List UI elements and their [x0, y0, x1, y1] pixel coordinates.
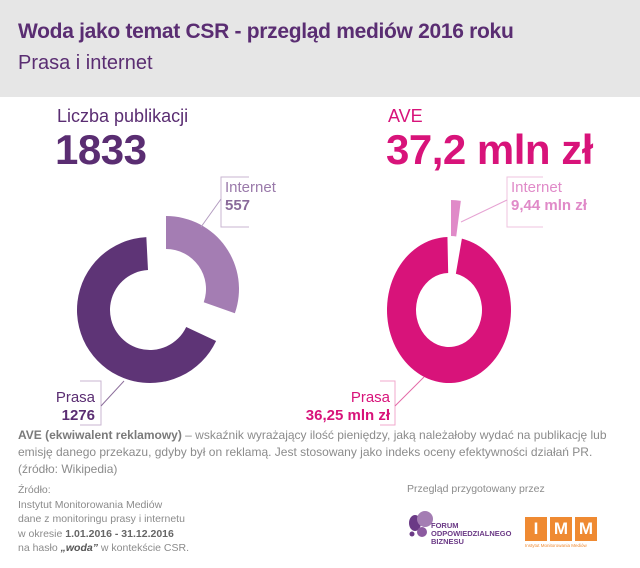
- ave-definition-text: – wskaźnik wyrażający ilość pieniędzy, j…: [18, 428, 607, 476]
- left-prasa-label: Prasa: [55, 389, 95, 406]
- fob-logo-mark: [409, 511, 433, 537]
- publications-total: 1833: [55, 126, 147, 173]
- ave-definition: AVE (ekwiwalent reklamowy) – wskaźnik wy…: [18, 427, 628, 478]
- left-prasa-bracket: [80, 380, 102, 426]
- right-internet-bracket: [506, 176, 543, 228]
- keyword: „woda”: [60, 542, 98, 554]
- donut-slice-internet: [166, 216, 239, 314]
- source-keyword: na hasło „woda” w kontekście CSR.: [18, 541, 189, 556]
- page-subtitle: Prasa i internet: [18, 52, 153, 74]
- fob-line3: BIZNESU: [431, 537, 464, 546]
- fob-logo: FORUM ODPOWIEDZIALNEGO BIZNESU: [406, 510, 511, 550]
- left-internet-leader: [200, 198, 222, 228]
- source-period: w okresie 1.01.2016 - 31.12.2016: [18, 527, 189, 542]
- left-internet-bracket: [220, 176, 249, 228]
- keyword-suffix: w kontekście CSR.: [97, 542, 189, 554]
- donut-slice-prasa: [387, 237, 511, 384]
- imm-caption: Instytut Monitorowania Mediów: [525, 543, 587, 548]
- source-line1: Instytut Monitorowania Mediów: [18, 498, 163, 511]
- right-internet-label: Internet: [511, 179, 562, 196]
- publications-title: Liczba publikacji: [57, 106, 189, 126]
- imm-letter-3: M: [575, 517, 597, 541]
- left-internet-value: 557: [225, 197, 251, 214]
- right-internet-value: 9,44 mln zł: [511, 197, 587, 214]
- donut-slice-internet: [451, 200, 461, 237]
- prepared-by: Przegląd przygotowany przez: [407, 483, 545, 495]
- ave-title: AVE: [388, 106, 423, 126]
- imm-letter-1: I: [525, 517, 547, 541]
- right-prasa-bracket: [380, 380, 396, 426]
- source-block: Źródło: Instytut Monitorowania Mediów da…: [18, 483, 189, 556]
- left-prasa-leader: [100, 380, 125, 407]
- imm-logo: I M M Instytut Monitorowania Mediów: [525, 517, 599, 553]
- publications-donut: [76, 216, 239, 383]
- imm-letter-2: M: [550, 517, 572, 541]
- left-internet-label: Internet: [225, 179, 276, 196]
- source-label: Źródło:: [18, 484, 51, 496]
- fob-line2: ODPOWIEDZIALNEGO: [431, 529, 512, 538]
- right-prasa-label: Prasa: [350, 389, 390, 406]
- period-prefix: w okresie: [18, 527, 66, 540]
- page-title: Woda jako temat CSR - przegląd mediów 20…: [18, 20, 514, 43]
- left-prasa-value: 1276: [61, 407, 95, 424]
- right-prasa-value: 36,25 mln zł: [305, 407, 390, 424]
- source-line2: dane z monitoringu prasy i internetu: [18, 513, 185, 525]
- period: 1.01.2016 - 31.12.2016: [65, 527, 174, 540]
- ave-definition-term: AVE (ekwiwalent reklamowy): [18, 428, 182, 442]
- donut-slice-prasa: [76, 237, 217, 383]
- ave-donut: [387, 200, 511, 384]
- keyword-prefix: na hasło: [18, 542, 61, 554]
- right-internet-leader: [460, 199, 508, 223]
- header-band: [0, 0, 640, 97]
- right-prasa-leader: [394, 376, 425, 407]
- fob-line1: FORUM: [431, 521, 459, 530]
- ave-total: 37,2 mln zł: [386, 126, 593, 173]
